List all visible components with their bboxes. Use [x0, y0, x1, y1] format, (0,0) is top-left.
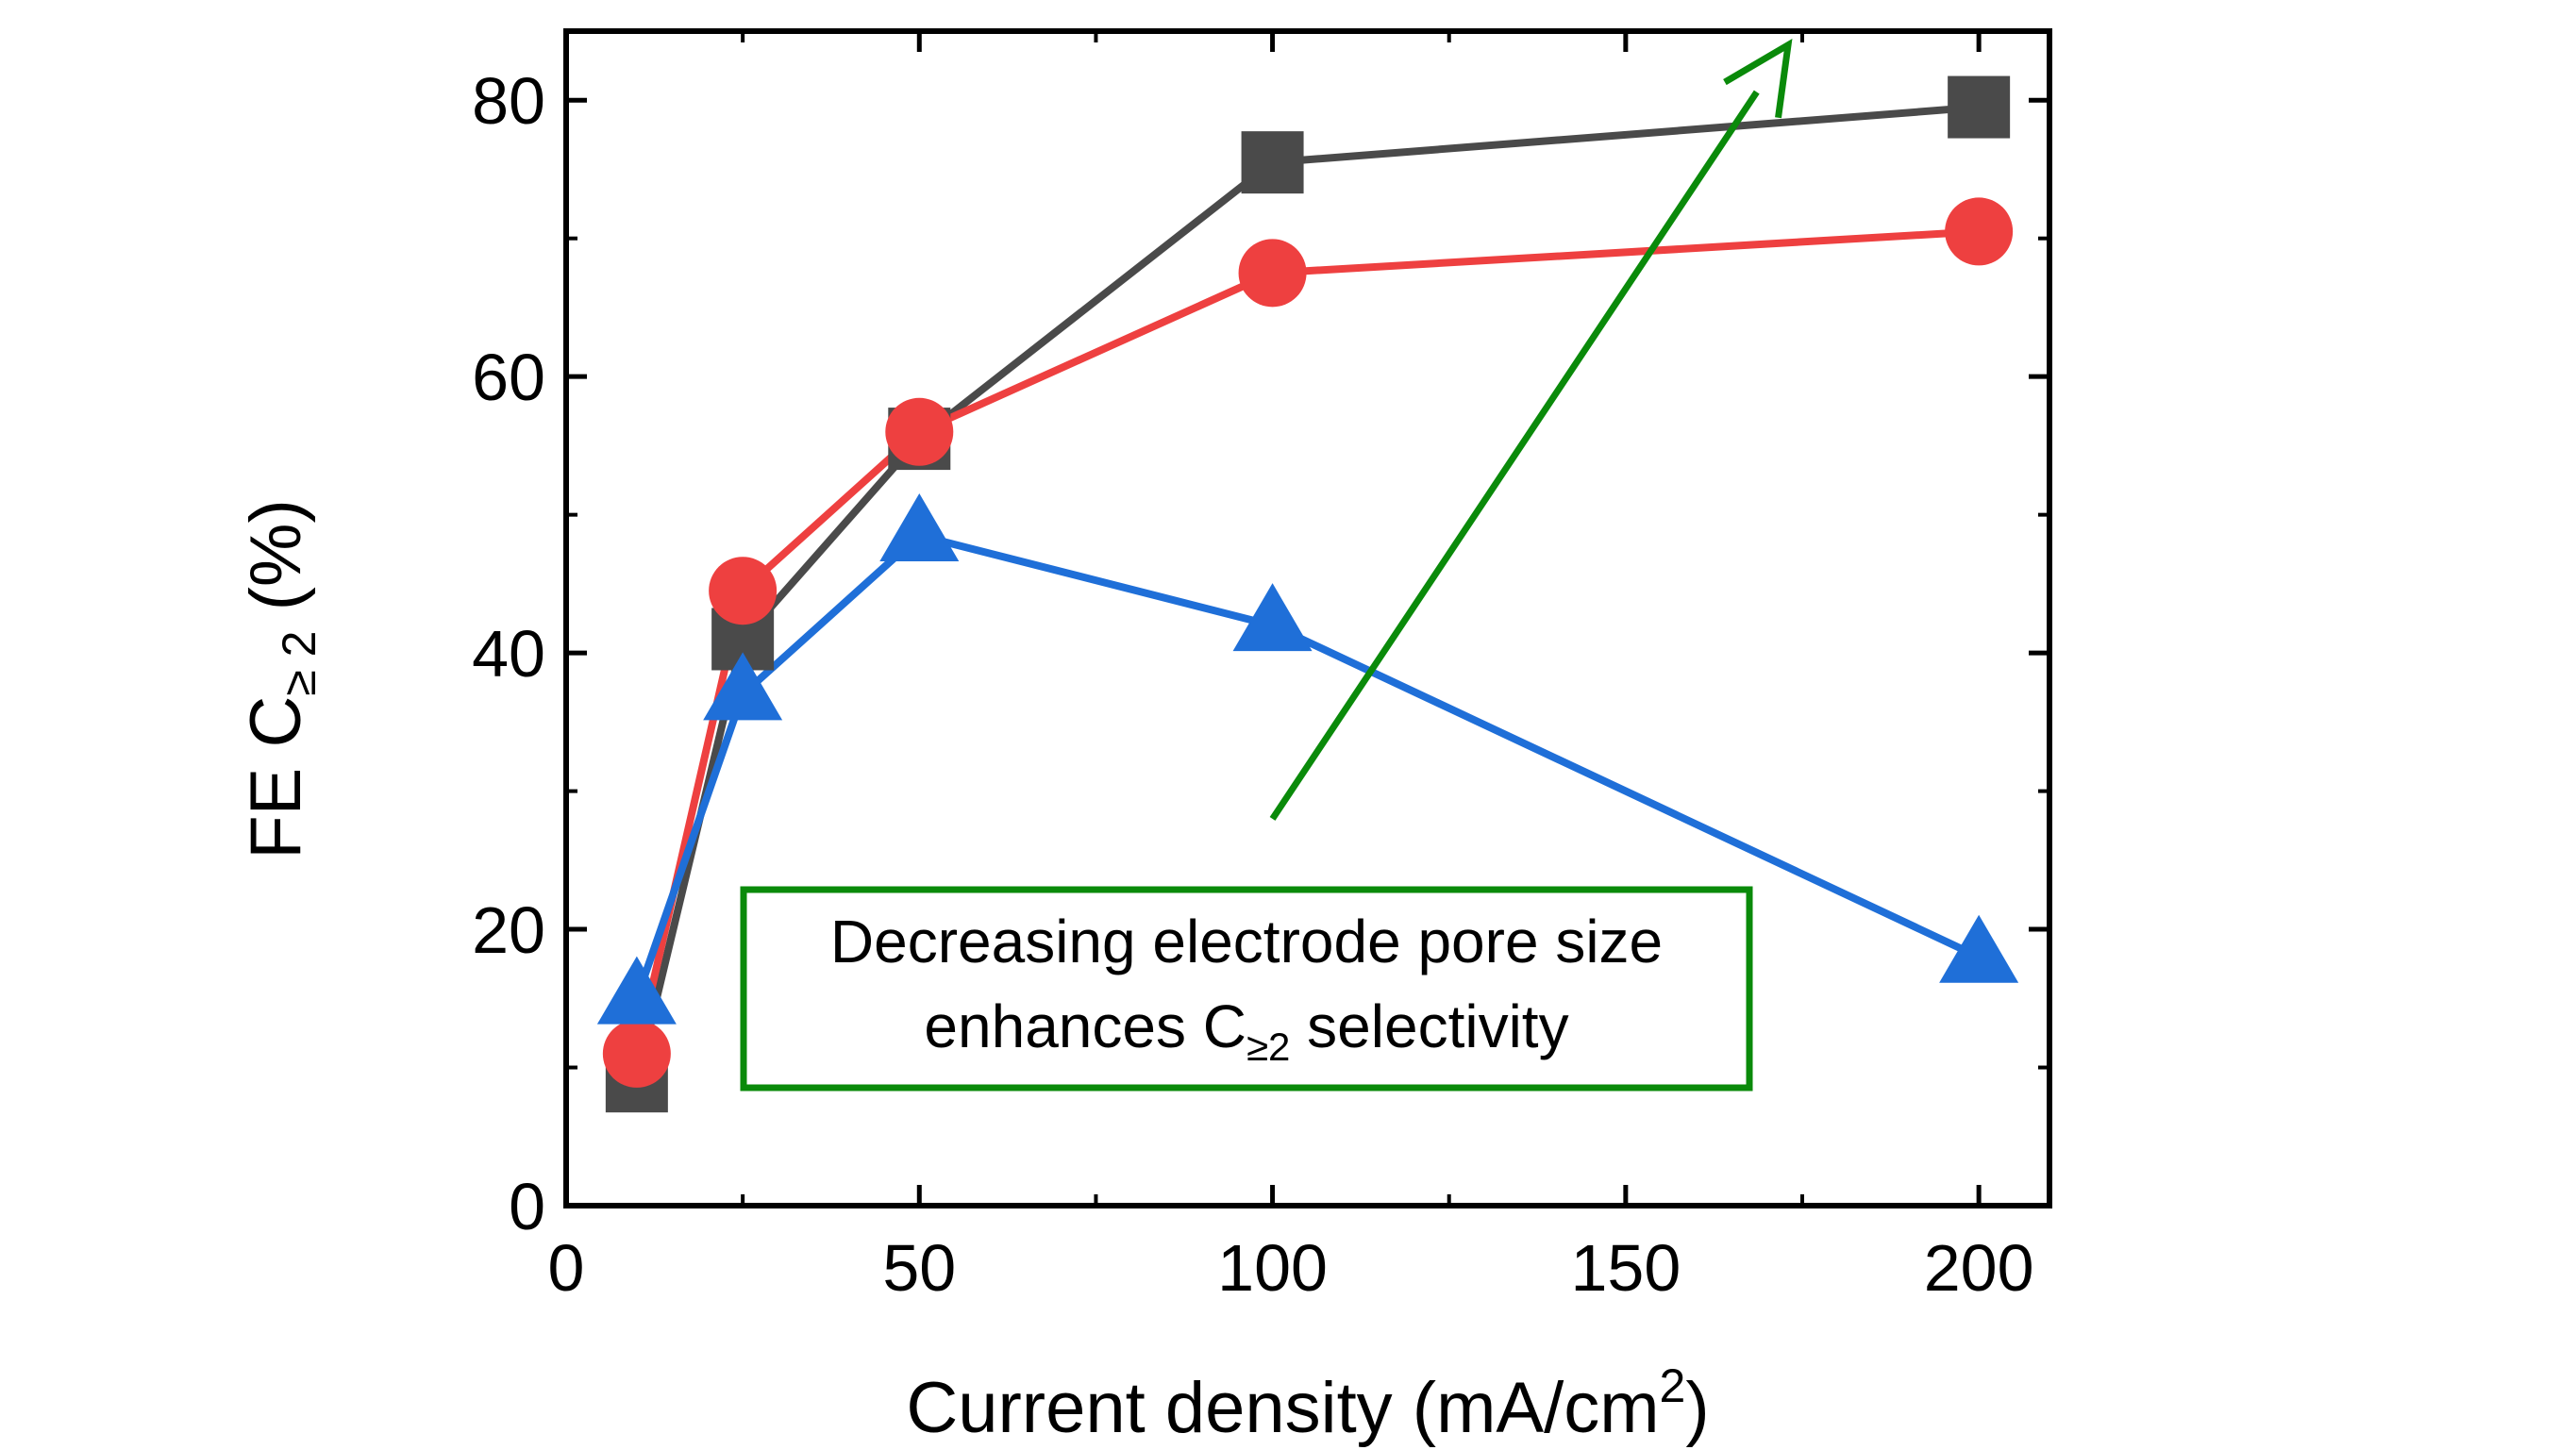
triangle-marker: [703, 652, 783, 721]
x-tick-label: 150: [1570, 1231, 1681, 1305]
annotation-line-2: enhances C≥2 selectivity: [924, 992, 1568, 1069]
series-markers: [596, 75, 2019, 1113]
y-tick-label: 60: [472, 341, 545, 414]
x-tick-label: 200: [1924, 1231, 2034, 1305]
arrow-head: [1723, 38, 1793, 119]
y-axis-ticks: [566, 97, 2049, 1208]
circle-marker: [885, 397, 954, 466]
circle-marker: [1238, 239, 1307, 308]
triangle-marker: [1939, 914, 2019, 983]
x-axis-ticks: [563, 31, 1982, 1206]
y-tick-label: 80: [472, 64, 545, 138]
x-tick-label: 0: [548, 1231, 585, 1305]
y-tick-label: 0: [509, 1170, 545, 1243]
circle-marker: [1945, 197, 2014, 266]
circle-marker: [709, 557, 778, 625]
circle-marker: [602, 1019, 671, 1088]
plot-frame: [563, 28, 2052, 1208]
annotation-box: [740, 886, 1753, 1092]
annotation-line-1: Decreasing electrode pore size: [830, 908, 1663, 975]
triangle-marker: [879, 492, 960, 561]
y-axis-label: FE C≥ 2 (%): [236, 499, 326, 859]
square-marker: [1948, 75, 2011, 139]
triangle-marker: [596, 956, 677, 1025]
x-tick-label: 100: [1217, 1231, 1328, 1305]
x-axis-tick-labels: 0 50 100 150 200: [548, 1231, 2034, 1305]
trend-arrow: [1269, 38, 1793, 821]
y-tick-label: 20: [472, 893, 545, 967]
square-marker: [1241, 131, 1304, 194]
y-axis-tick-labels: 0 20 40 60 80: [472, 64, 545, 1243]
y-tick-label: 40: [472, 617, 545, 691]
triangle-marker: [1232, 583, 1313, 652]
x-tick-label: 50: [882, 1231, 956, 1305]
arrow-shaft: [1269, 90, 1760, 821]
x-axis-label: Current density (mA/cm2): [906, 1359, 1709, 1448]
